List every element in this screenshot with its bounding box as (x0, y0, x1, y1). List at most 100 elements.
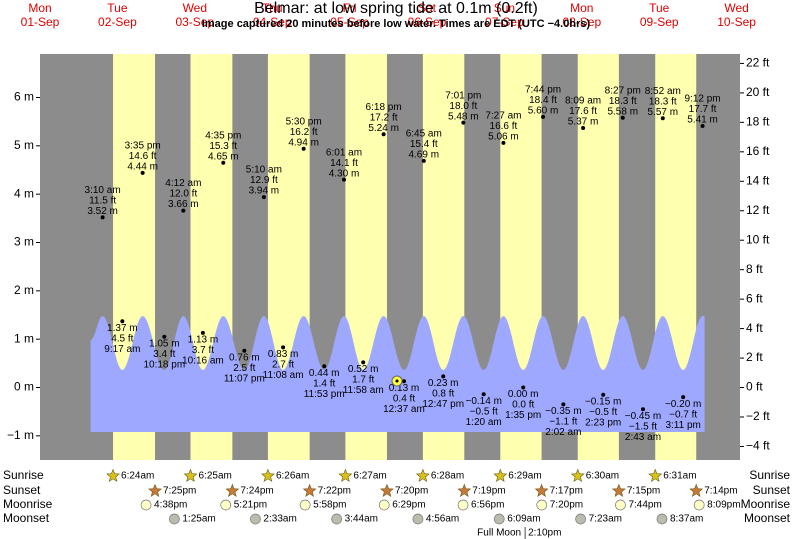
sunrise-icon (183, 468, 198, 482)
tide-label: 5:30 pm (286, 116, 322, 127)
row-label: Sunset (753, 483, 791, 497)
tide-point (581, 125, 586, 130)
tide-label: 10:16 am (182, 356, 224, 367)
y2-tick-label: 18 ft (746, 115, 770, 129)
tide-point (521, 385, 526, 390)
sunset-icon (689, 483, 704, 497)
tide-point (381, 132, 386, 137)
tide-label: 4.65 m (208, 151, 239, 162)
tide-label: 3.4 ft (153, 349, 175, 360)
day-name: Mon (28, 1, 51, 15)
day-name: Sat (418, 1, 437, 15)
day-name: Fri (343, 1, 357, 15)
tide-label: 0.76 m (229, 352, 260, 363)
moon-phase: Full Moon (477, 528, 521, 539)
tide-label: 11:58 am (343, 385, 384, 396)
tide-label: 7:01 pm (445, 90, 481, 101)
tide-label: 17.7 ft (689, 104, 717, 115)
tide-label: 0.23 m (428, 378, 459, 389)
tide-label: 3.94 m (249, 186, 280, 197)
tide-label: 4.69 m (408, 149, 439, 160)
moonset-time: 1:25am (182, 514, 215, 525)
moonset-time: 4:56am (426, 514, 459, 525)
y2-tick-label: 8 ft (746, 262, 763, 276)
moonset-icon (250, 513, 261, 525)
tide-label: 18.0 ft (449, 101, 477, 112)
row-label: Sunrise (3, 468, 44, 482)
tide-label: 0.52 m (348, 364, 379, 375)
y2-tick-label: 0 ft (746, 380, 763, 394)
day-name: Tue (107, 1, 128, 15)
day-name: Tue (649, 1, 670, 15)
tide-label: 4.30 m (329, 168, 360, 179)
moonset-time: 8:37am (670, 514, 703, 525)
y2-tick-label: 6 ft (746, 291, 763, 305)
tide-label: 11:53 pm (304, 389, 345, 400)
tide-label: −0.5 ft (470, 406, 498, 417)
tide-label: 5.48 m (448, 111, 479, 122)
tide-label: 4.94 m (288, 137, 319, 148)
tide-label: 14.6 ft (129, 151, 157, 162)
y-tick-label: −1 m (7, 428, 34, 442)
tide-label: 5.41 m (687, 115, 718, 126)
tide-point (541, 114, 546, 119)
moonrise-time: 6:56pm (471, 500, 504, 511)
tide-label: 0.4 ft (393, 393, 415, 404)
moonrise-icon (140, 499, 152, 511)
tide-label: 5.58 m (607, 106, 638, 117)
tide-point (401, 379, 406, 384)
sunrise-icon (493, 468, 508, 482)
y-tick-label: 6 m (14, 90, 34, 104)
day-date: 03-Sep (175, 15, 214, 29)
y2-tick-label: 12 ft (746, 203, 770, 217)
sunset-time: 7:19pm (472, 486, 505, 497)
sunrise-time: 6:26am (276, 471, 309, 482)
y-tick-label: 1 m (14, 331, 34, 345)
tide-label: 2:43 am (625, 432, 661, 443)
tide-label: 0.83 m (268, 349, 299, 360)
moonrise-time: 5:58pm (313, 500, 346, 511)
tide-label: 3.66 m (168, 199, 199, 210)
tide-point (601, 392, 606, 397)
sunrise-time: 6:27am (353, 471, 386, 482)
moonrise-time: 7:44pm (628, 500, 661, 511)
y-tick-label: 3 m (14, 235, 34, 249)
moonrise-icon (299, 499, 311, 511)
tide-label: 2:02 am (545, 427, 581, 438)
tide-label: 0.0 ft (512, 400, 534, 411)
sunrise-icon (648, 468, 663, 482)
tide-point (640, 407, 645, 412)
tide-point (501, 140, 506, 145)
day-name: Mon (570, 1, 593, 15)
sunset-time: 7:17pm (550, 486, 583, 497)
tide-label: 8:09 am (565, 96, 601, 107)
tide-label: 11:07 pm (224, 373, 265, 384)
tide-label: 5.57 m (648, 107, 679, 118)
moonrise-icon (536, 499, 548, 511)
tide-label: 1:20 am (466, 417, 502, 428)
day-date: 05-Sep (330, 15, 369, 29)
tide-point (461, 120, 466, 125)
tide-label: 12.0 ft (169, 189, 197, 200)
moonrise-icon (378, 499, 390, 511)
tide-label: −1.5 ft (629, 421, 657, 432)
tide-label: 11.5 ft (89, 196, 116, 207)
day-name: Thu (262, 1, 283, 15)
moonset-icon (493, 513, 505, 525)
tide-label: 10:18 pm (143, 359, 185, 370)
tide-label: 4.44 m (127, 162, 158, 173)
day-date: 02-Sep (98, 15, 137, 29)
moonset-time: 7:23am (589, 514, 622, 525)
y2-tick-label: 16 ft (746, 144, 770, 158)
sunrise-time: 6:29am (508, 471, 541, 482)
moonrise-icon (457, 499, 469, 511)
tide-point (342, 177, 347, 182)
tide-point (441, 374, 446, 379)
row-label: Moonset (744, 511, 791, 525)
y2-tick-label: 22 ft (746, 56, 770, 70)
tide-label: 3.7 ft (192, 345, 214, 356)
sunset-icon (457, 483, 472, 497)
y-tick-label: 0 m (14, 380, 34, 394)
tide-label: 1.05 m (149, 338, 180, 349)
tide-label: 12:37 am (383, 404, 425, 415)
